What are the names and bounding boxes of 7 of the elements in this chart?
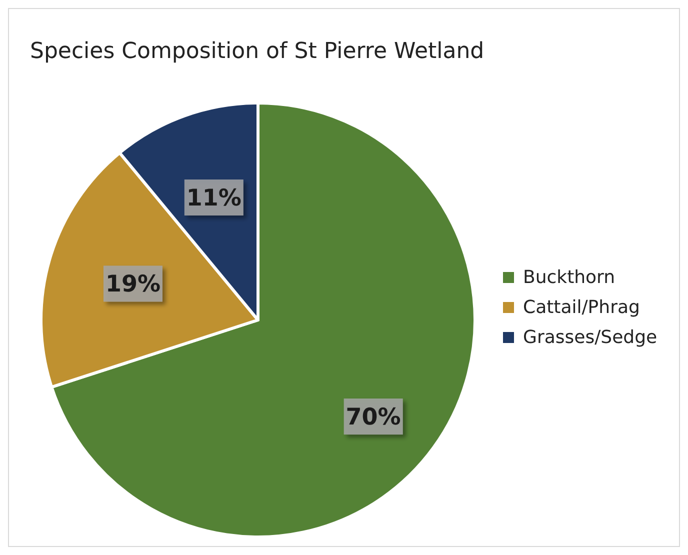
data-label: 19% — [105, 272, 160, 298]
legend-label: Grasses/Sedge — [523, 327, 658, 348]
data-label: 70% — [346, 404, 401, 431]
legend-label: Buckthorn — [523, 267, 616, 288]
chart-title: Species Composition of St Pierre Wetland — [30, 39, 484, 64]
legend-label: Cattail/Phrag — [523, 297, 640, 318]
data-label: 11% — [186, 185, 242, 212]
